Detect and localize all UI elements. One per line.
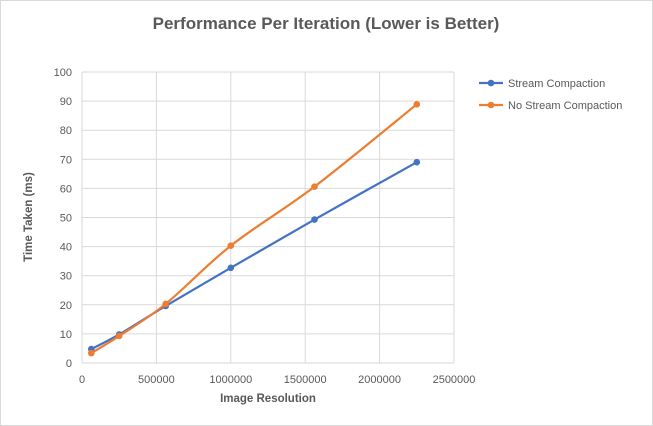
x-tick-label: 500000 <box>138 374 175 386</box>
y-tick-label: 0 <box>66 358 72 370</box>
y-tick-label: 60 <box>60 183 72 195</box>
y-tick-label: 40 <box>60 242 72 254</box>
y-tick-label: 50 <box>60 213 72 225</box>
series-group <box>88 101 421 357</box>
data-point <box>413 101 421 108</box>
legend-marker <box>487 101 495 109</box>
x-tick-label: 2000000 <box>358 374 401 386</box>
y-tick-label: 20 <box>60 300 72 312</box>
x-tick-label: 0 <box>79 374 85 386</box>
legend-label: No Stream Compaction <box>508 100 622 112</box>
chart-title: Performance Per Iteration (Lower is Bett… <box>153 14 500 33</box>
x-axis-title: Image Resolution <box>220 393 316 405</box>
data-point <box>227 242 235 250</box>
y-tick-label: 10 <box>60 329 72 341</box>
x-tick-label: 1500000 <box>284 374 327 386</box>
y-tick-label: 30 <box>60 271 72 283</box>
y-axis-ticks: 0 10 20 30 40 50 60 70 80 90 100 <box>54 67 72 370</box>
legend: Stream Compaction No Stream Compaction <box>479 78 622 112</box>
x-tick-label: 1000000 <box>209 374 252 386</box>
series-line <box>90 103 418 355</box>
y-tick-label: 90 <box>60 96 72 108</box>
gridlines <box>81 71 455 364</box>
data-point <box>227 264 235 272</box>
x-axis-ticks: 0 500000 1000000 1500000 2000000 2500000 <box>79 374 475 386</box>
data-point <box>162 300 169 308</box>
series-line <box>90 161 418 351</box>
data-point <box>311 216 318 223</box>
x-tick-label: 2500000 <box>433 374 476 386</box>
legend-label: Stream Compaction <box>508 78 605 90</box>
data-point <box>413 158 421 166</box>
data-point <box>115 332 123 340</box>
y-axis-title: Time Taken (ms) <box>23 172 35 262</box>
data-point <box>311 183 318 190</box>
y-tick-label: 100 <box>54 67 72 79</box>
legend-marker <box>487 79 495 87</box>
y-tick-label: 80 <box>60 125 72 137</box>
y-tick-label: 70 <box>60 154 72 166</box>
data-point <box>88 349 95 357</box>
